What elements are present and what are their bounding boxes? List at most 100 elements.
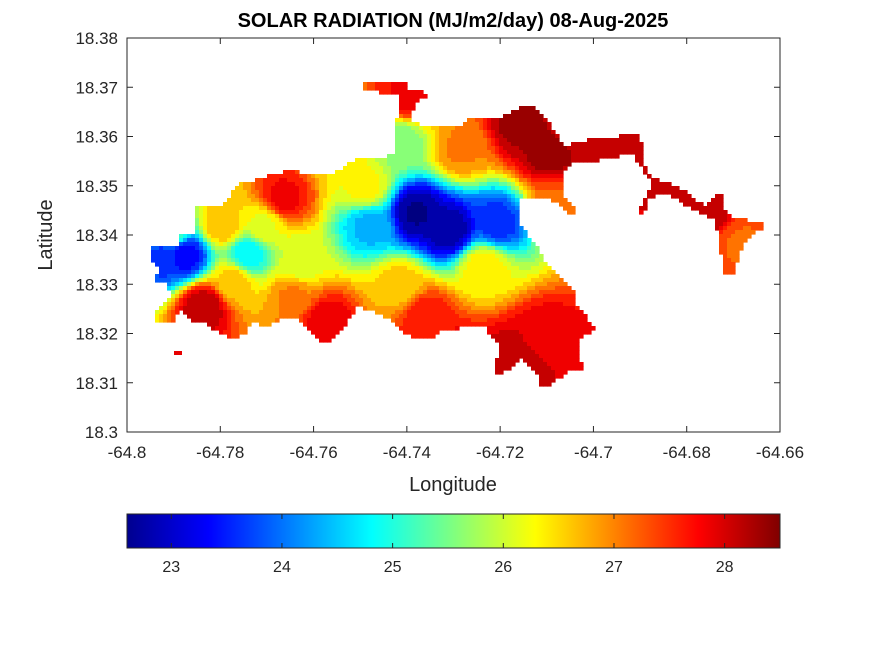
heatmap-cell [335, 214, 340, 219]
heatmap-cell [255, 206, 260, 211]
heatmap-cell [231, 190, 236, 195]
heatmap-cell [539, 366, 544, 371]
heatmap-cell [311, 190, 316, 195]
heatmap-cell [511, 126, 516, 131]
heatmap-cell [391, 262, 396, 267]
heatmap-cell [479, 190, 484, 195]
heatmap-cell [603, 142, 608, 147]
heatmap-cell [495, 138, 500, 143]
heatmap-cell [519, 270, 524, 275]
heatmap-cell [547, 330, 552, 335]
heatmap-cell [639, 210, 644, 215]
heatmap-cell [223, 246, 228, 251]
heatmap-cell [415, 254, 420, 259]
heatmap-cell [267, 234, 272, 239]
heatmap-cell [323, 210, 328, 215]
heatmap-cell [447, 302, 452, 307]
heatmap-cell [299, 190, 304, 195]
heatmap-cell [311, 226, 316, 231]
heatmap-cell [515, 254, 520, 259]
heatmap-cell [551, 178, 556, 183]
heatmap-cell [547, 170, 552, 175]
heatmap-cell [343, 298, 348, 303]
heatmap-cell [239, 194, 244, 199]
heatmap-cell [507, 362, 512, 367]
heatmap-cell [191, 294, 196, 299]
heatmap-cell [211, 258, 216, 263]
heatmap-cell [395, 270, 400, 275]
heatmap-cell [347, 262, 352, 267]
heatmap-cell [279, 230, 284, 235]
heatmap-cell [271, 270, 276, 275]
heatmap-cell [395, 218, 400, 223]
heatmap-cell [347, 246, 352, 251]
heatmap-cell [415, 186, 420, 191]
heatmap-cell [435, 186, 440, 191]
heatmap-cell [347, 278, 352, 283]
heatmap-cell [547, 338, 552, 343]
heatmap-cell [479, 234, 484, 239]
heatmap-cell [383, 190, 388, 195]
heatmap-cell [507, 130, 512, 135]
heatmap-cell [523, 330, 528, 335]
heatmap-cell [255, 250, 260, 255]
heatmap-cell [239, 314, 244, 319]
heatmap-cell [335, 210, 340, 215]
heatmap-cell [199, 306, 204, 311]
heatmap-cell [339, 282, 344, 287]
heatmap-cell [383, 86, 388, 91]
heatmap-cell [343, 174, 348, 179]
heatmap-cell [255, 318, 260, 323]
heatmap-cell [551, 310, 556, 315]
heatmap-cell [395, 214, 400, 219]
heatmap-cell [479, 238, 484, 243]
heatmap-cell [407, 134, 412, 139]
heatmap-cell [327, 246, 332, 251]
heatmap-cell [523, 306, 528, 311]
heatmap-cell [267, 210, 272, 215]
heatmap-cell [223, 302, 228, 307]
heatmap-cell [307, 234, 312, 239]
heatmap-cell [411, 134, 416, 139]
heatmap-cell [255, 230, 260, 235]
heatmap-cell [507, 290, 512, 295]
heatmap-cell [499, 278, 504, 283]
heatmap-cell [463, 194, 468, 199]
heatmap-cell [243, 318, 248, 323]
heatmap-cell [411, 162, 416, 167]
heatmap-cell [387, 262, 392, 267]
heatmap-cell [407, 122, 412, 127]
heatmap-cell [495, 242, 500, 247]
heatmap-cell [423, 210, 428, 215]
heatmap-cell [415, 222, 420, 227]
heatmap-cell [215, 310, 220, 315]
heatmap-cell [395, 186, 400, 191]
colorbar-tick-label: 26 [494, 559, 512, 576]
heatmap-cell [543, 306, 548, 311]
heatmap-cell [295, 206, 300, 211]
heatmap-cell [343, 198, 348, 203]
heatmap-cell [427, 266, 432, 271]
heatmap-cell [487, 290, 492, 295]
heatmap-cell [339, 262, 344, 267]
heatmap-cell [667, 182, 672, 187]
heatmap-cell [423, 246, 428, 251]
heatmap-cell [327, 178, 332, 183]
heatmap-cell [331, 262, 336, 267]
heatmap-cell [655, 186, 660, 191]
heatmap-cell [567, 146, 572, 151]
heatmap-cell [443, 266, 448, 271]
heatmap-cell [711, 202, 716, 207]
heatmap-cell [299, 258, 304, 263]
heatmap-cell [275, 182, 280, 187]
heatmap-cell [291, 250, 296, 255]
heatmap-cell [295, 234, 300, 239]
heatmap-cell [515, 182, 520, 187]
heatmap-cell [387, 166, 392, 171]
heatmap-cell [467, 182, 472, 187]
heatmap-cell [243, 286, 248, 291]
heatmap-cell [575, 314, 580, 319]
heatmap-cell [483, 214, 488, 219]
heatmap-cell [479, 166, 484, 171]
heatmap-cell [475, 122, 480, 127]
